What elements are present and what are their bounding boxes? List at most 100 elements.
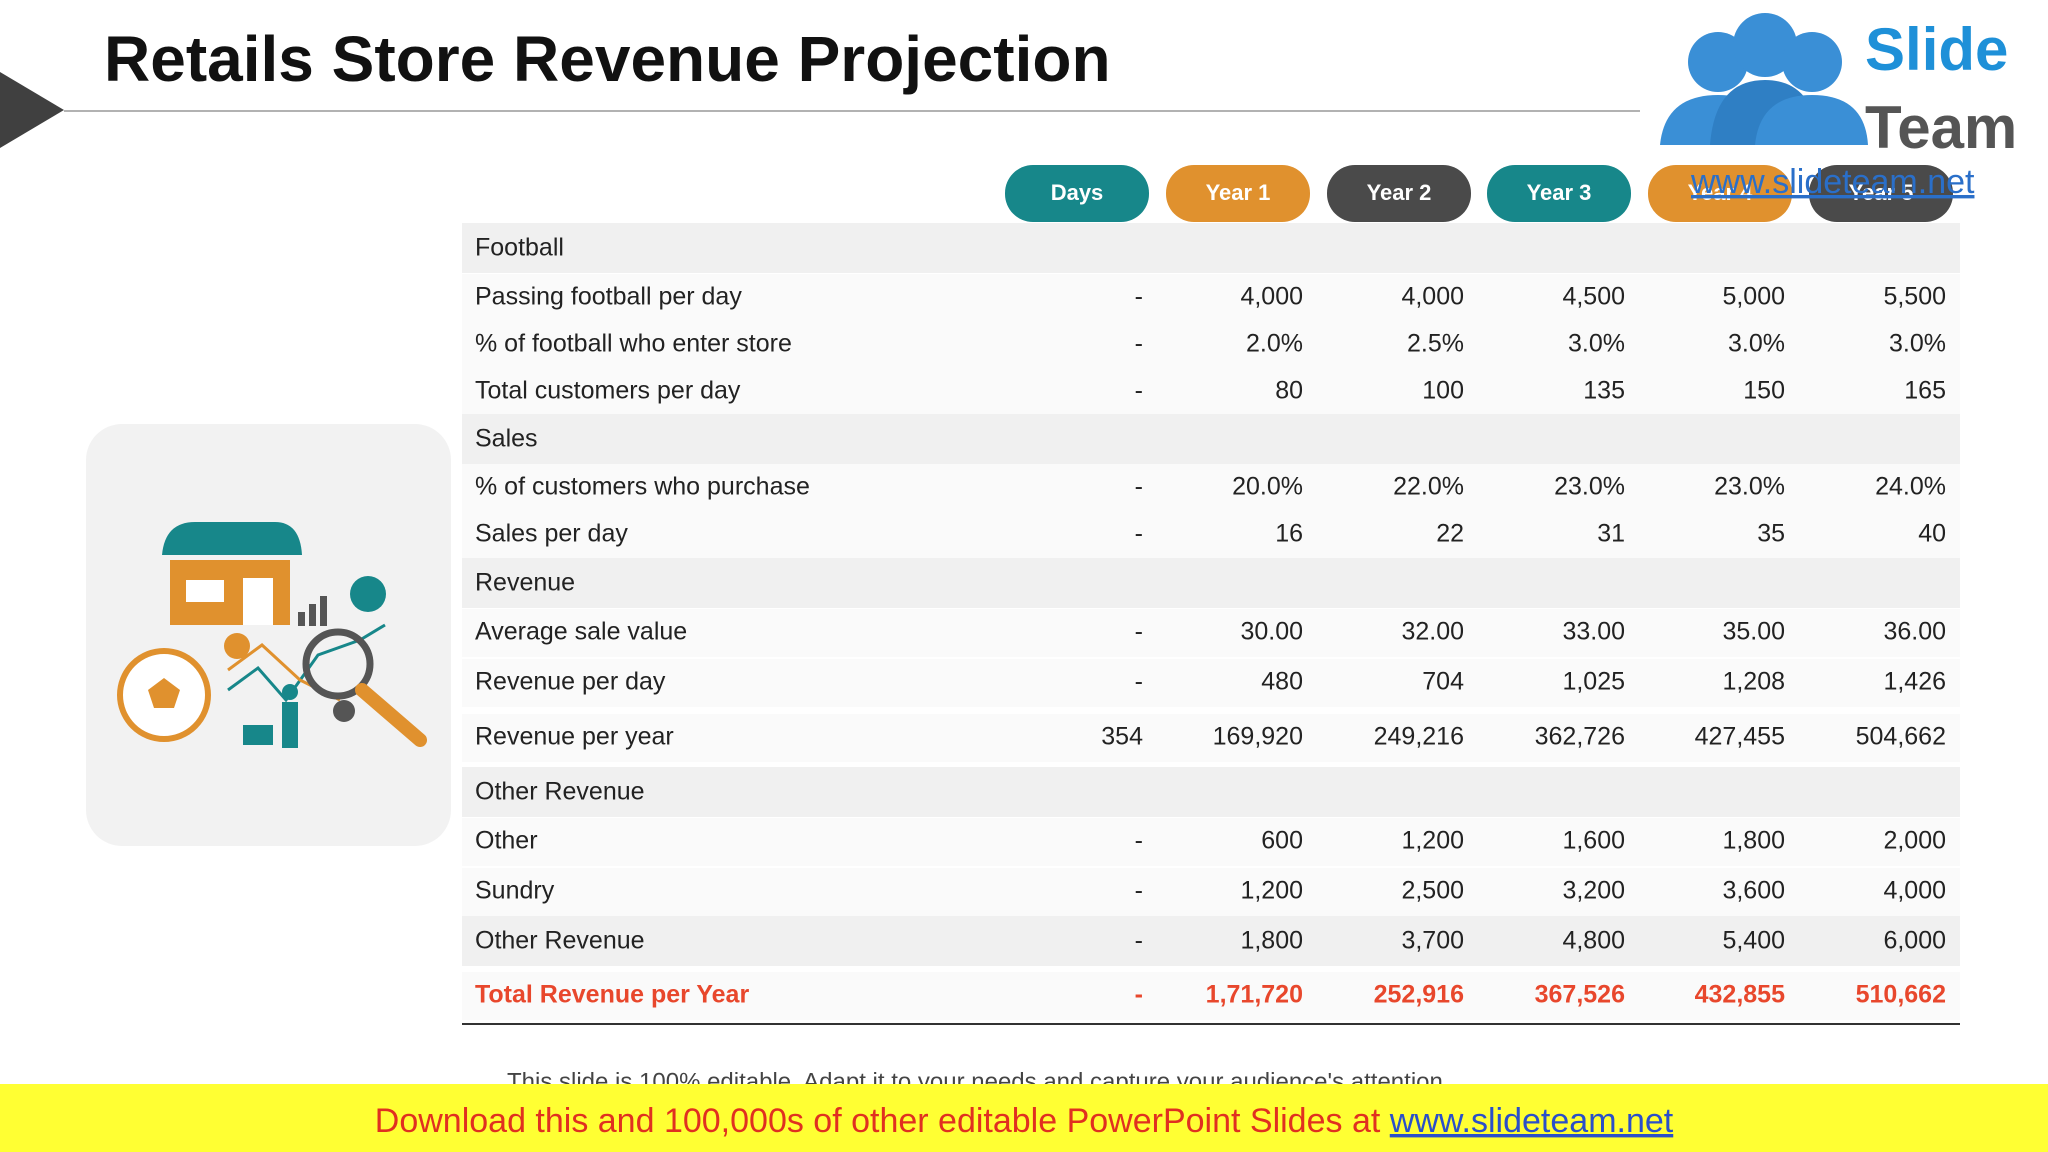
person: [282, 702, 298, 748]
row-label: Revenue per day: [475, 668, 666, 696]
cell-value: 480: [1261, 668, 1303, 696]
section-label: Other Revenue: [475, 778, 645, 806]
store-window: [186, 580, 224, 602]
column-header-pill: [1809, 165, 1953, 222]
dollar-coin: [224, 633, 250, 659]
row-label: Sales per day: [475, 520, 628, 548]
row-band: [462, 274, 1960, 322]
column-header-pill: [1648, 165, 1792, 222]
cell-value: 23.0%: [1554, 473, 1625, 501]
row-band: [462, 321, 1960, 369]
logo-text: Slide: [1865, 16, 2008, 83]
row-band: [462, 511, 1960, 559]
cell-value: 704: [1422, 668, 1464, 696]
cell-value: 2.0%: [1246, 330, 1303, 358]
column-header-pill: [1487, 165, 1631, 222]
column-header: Year 2: [1367, 180, 1432, 205]
logo-url[interactable]: www.slideteam.net: [1690, 163, 1975, 201]
row-band: [462, 659, 1960, 707]
cell-value: 3,200: [1562, 877, 1625, 905]
banner: [0, 1084, 2048, 1152]
section-band: [462, 414, 1960, 464]
cell-value: 30.00: [1240, 618, 1303, 646]
column-header: Year 1: [1206, 180, 1271, 205]
cell-value: 1,208: [1722, 668, 1785, 696]
cell-value: 35.00: [1722, 618, 1785, 646]
column-header: Year 5: [1849, 180, 1914, 205]
cell-value: 5,500: [1883, 283, 1946, 311]
column-header: Year 3: [1527, 180, 1592, 205]
row-band: [462, 818, 1960, 866]
cell-value: 504,662: [1856, 723, 1946, 751]
logo-text: Team: [1865, 94, 2017, 161]
cell-value: -: [1135, 877, 1143, 905]
illustration-panel: [86, 424, 451, 846]
cell-value: 22: [1436, 520, 1464, 548]
cell-value: 36.00: [1883, 618, 1946, 646]
cell-value: 4,000: [1401, 283, 1464, 311]
cell-value: 33.00: [1562, 618, 1625, 646]
cell-value: 40: [1918, 520, 1946, 548]
cell-value: 1,71,720: [1206, 981, 1303, 1009]
cell-value: -: [1135, 377, 1143, 405]
cell-value: -: [1135, 668, 1143, 696]
cell-value: -: [1135, 520, 1143, 548]
cell-value: 31: [1597, 520, 1625, 548]
row-label: Other Revenue: [475, 927, 645, 955]
cell-value: 32.00: [1401, 618, 1464, 646]
cell-value: 1,800: [1722, 827, 1785, 855]
logo-person: [1688, 32, 1748, 92]
cell-value: 20.0%: [1232, 473, 1303, 501]
bar-icon: [298, 612, 305, 626]
cell-value: 23.0%: [1714, 473, 1785, 501]
cell-value: 1,200: [1240, 877, 1303, 905]
cell-value: 2,000: [1883, 827, 1946, 855]
row-label: % of football who enter store: [475, 330, 792, 358]
bar-icon: [309, 604, 316, 626]
bar-icon: [320, 596, 327, 626]
cell-value: 367,526: [1535, 981, 1625, 1009]
slide-title: Retails Store Revenue Projection: [104, 23, 1111, 95]
cell-value: 600: [1261, 827, 1303, 855]
column-header: Days: [1051, 180, 1104, 205]
cell-value: 432,855: [1695, 981, 1785, 1009]
cell-value: 3.0%: [1889, 330, 1946, 358]
section-band: [462, 767, 1960, 817]
logo-body: [1755, 95, 1868, 145]
row-label: Sundry: [475, 877, 555, 905]
section-label: Sales: [475, 425, 538, 453]
cell-value: 135: [1583, 377, 1625, 405]
cell-value: 169,920: [1213, 723, 1303, 751]
cell-value: 252,916: [1374, 981, 1464, 1009]
cell-value: -: [1135, 283, 1143, 311]
section-label: Football: [475, 234, 564, 262]
cell-value: -: [1135, 827, 1143, 855]
cell-value: 165: [1904, 377, 1946, 405]
column-header: Year 4: [1688, 180, 1754, 205]
dollar-coin: [350, 576, 386, 612]
trend-line: [227, 623, 386, 703]
row-label: Other: [475, 827, 538, 855]
cell-value: 2,500: [1401, 877, 1464, 905]
cell-value: 3,600: [1722, 877, 1785, 905]
banner-message: Download this and 100,000s of other edit…: [375, 1102, 1390, 1140]
row-band: [462, 464, 1960, 512]
football-patch: [148, 678, 180, 708]
cell-value: 4,000: [1883, 877, 1946, 905]
cell-value: 427,455: [1695, 723, 1785, 751]
column-header-pill: [1005, 165, 1149, 222]
cell-value: 150: [1743, 377, 1785, 405]
section-band: [462, 558, 1960, 608]
cell-value: 1,025: [1562, 668, 1625, 696]
column-header-pill: [1166, 165, 1310, 222]
row-band: [462, 714, 1960, 762]
cell-value: -: [1135, 618, 1143, 646]
cell-value: 3,700: [1401, 927, 1464, 955]
banner-link[interactable]: www.slideteam.net: [1389, 1102, 1674, 1140]
cell-value: 4,000: [1240, 283, 1303, 311]
cell-value: 16: [1275, 520, 1303, 548]
cell-value: 5,000: [1722, 283, 1785, 311]
row-band: [462, 368, 1960, 416]
row-band: [462, 609, 1960, 657]
